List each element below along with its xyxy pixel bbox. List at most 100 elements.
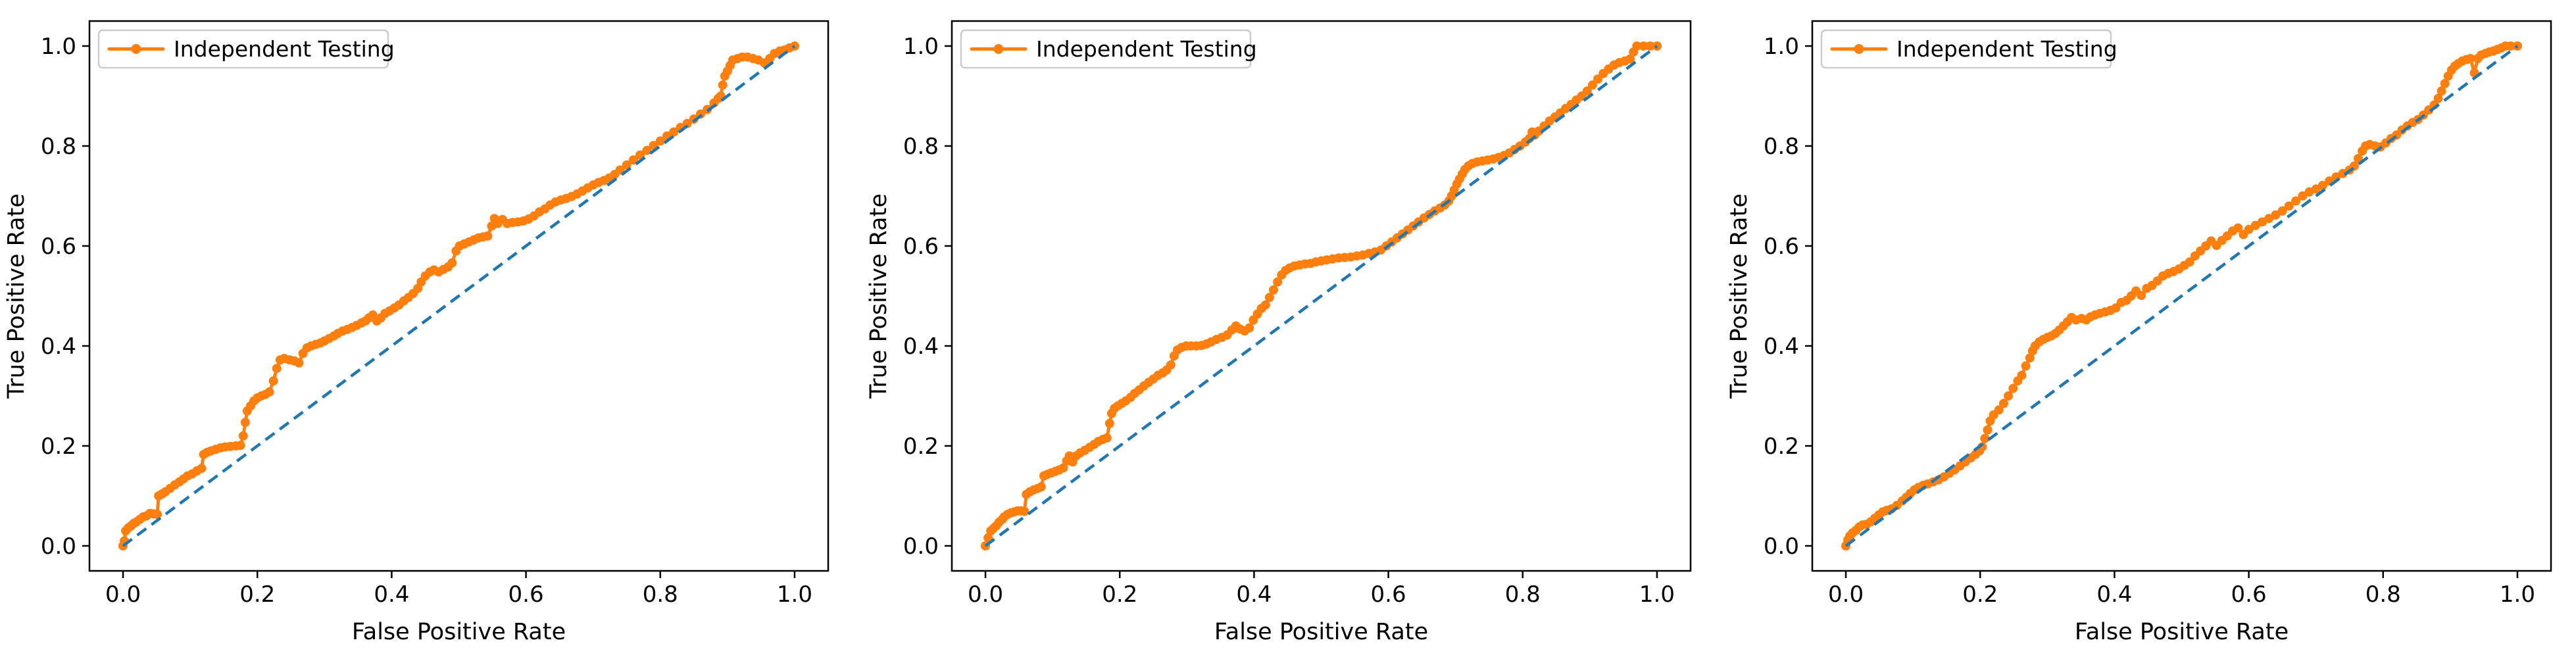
y-tick-label: 0.2 bbox=[1764, 433, 1799, 460]
data-point-marker bbox=[2298, 191, 2308, 201]
y-tick-label: 0.6 bbox=[1764, 233, 1799, 260]
data-point-marker bbox=[238, 431, 248, 441]
x-tick-label: 0.8 bbox=[643, 581, 678, 608]
data-point-marker bbox=[197, 464, 207, 474]
data-point-marker bbox=[655, 136, 665, 146]
y-tick-label: 0.2 bbox=[903, 433, 939, 460]
data-point-marker bbox=[669, 127, 679, 137]
data-point-marker bbox=[2506, 41, 2515, 51]
x-tick-label: 1.0 bbox=[1639, 581, 1675, 608]
y-tick-label: 0.6 bbox=[41, 233, 76, 260]
axes-frame bbox=[951, 20, 1692, 572]
data-point-marker bbox=[2465, 54, 2475, 63]
data-point-marker bbox=[2433, 93, 2443, 103]
data-point-marker bbox=[642, 145, 652, 155]
roc-plot-panel-1: 0.0 0.2 0.4 0.6 0.8 1.0 0.0 0.2 0.4 0.6 0.8 1.0 Fals… bbox=[0, 0, 859, 659]
data-point-marker bbox=[2277, 206, 2287, 216]
data-point-marker bbox=[1264, 293, 1274, 303]
data-point-marker bbox=[2004, 391, 2014, 401]
data-point-marker bbox=[2017, 370, 2027, 380]
y-tick-label: 1.0 bbox=[41, 34, 76, 60]
x-axis-label: False Positive Rate bbox=[1214, 619, 1428, 645]
data-point-marker bbox=[2291, 196, 2301, 206]
roc-chart-2: 0.0 0.2 0.4 0.6 0.8 1.0 0.0 0.2 0.4 0.6 0.8 1.0 Fals… bbox=[866, 20, 1692, 645]
legend-sample-marker-icon bbox=[993, 44, 1004, 54]
axes-frame bbox=[1811, 20, 2552, 572]
data-point-marker bbox=[268, 376, 278, 386]
y-axis-label: True Positive Rate bbox=[3, 193, 30, 399]
data-point-marker bbox=[240, 418, 250, 427]
legend-box bbox=[960, 29, 1252, 69]
x-tick-label: 1.0 bbox=[777, 581, 812, 608]
data-point-marker bbox=[1645, 41, 1655, 51]
roc-plot-panel-3: 0.0 0.2 0.4 0.6 0.8 1.0 0.0 0.2 0.4 0.6 0.8 1.0 Fals… bbox=[1718, 0, 2576, 659]
data-point-marker bbox=[1245, 323, 1254, 333]
data-point-marker bbox=[2233, 223, 2243, 233]
chance-diagonal-line bbox=[122, 45, 796, 547]
data-point-marker bbox=[235, 441, 245, 451]
data-point-marker bbox=[1999, 399, 2008, 408]
roc-plot-panel-2: 0.0 0.2 0.4 0.6 0.8 1.0 0.0 0.2 0.4 0.6 0.8 1.0 Fals… bbox=[859, 0, 1718, 659]
y-tick-label: 0.4 bbox=[41, 333, 76, 360]
data-point-marker bbox=[153, 510, 162, 520]
y-tick-label: 0.8 bbox=[41, 134, 76, 160]
data-point-marker bbox=[447, 258, 457, 268]
x-tick-label: 0.4 bbox=[2096, 581, 2132, 608]
data-point-marker bbox=[2008, 383, 2018, 393]
data-point-marker bbox=[1020, 506, 1029, 516]
x-tick-label: 0.2 bbox=[1962, 581, 1998, 608]
y-tick-label: 0.2 bbox=[41, 433, 76, 460]
chance-diagonal-line bbox=[984, 45, 1658, 547]
data-point-marker bbox=[272, 364, 282, 374]
data-point-marker bbox=[615, 165, 625, 175]
data-point-marker bbox=[1632, 41, 1642, 51]
x-tick-label: 0.0 bbox=[1828, 581, 1864, 608]
data-point-marker bbox=[635, 150, 645, 160]
y-tick-label: 0.4 bbox=[903, 333, 939, 360]
data-point-marker bbox=[1639, 41, 1648, 51]
x-axis-label: False Positive Rate bbox=[352, 619, 566, 645]
data-point-marker bbox=[2185, 257, 2194, 267]
data-point-marker bbox=[718, 80, 728, 90]
data-point-marker bbox=[2437, 86, 2446, 96]
data-point-marker bbox=[2354, 154, 2363, 163]
data-point-marker bbox=[2271, 210, 2281, 220]
legend-label: Independent Testing bbox=[1036, 36, 1257, 62]
roc-chart-3: 0.0 0.2 0.4 0.6 0.8 1.0 0.0 0.2 0.4 0.6 0.8 1.0 Fals… bbox=[1726, 20, 2552, 645]
data-point-marker bbox=[622, 160, 632, 170]
data-point-marker bbox=[1260, 300, 1270, 310]
data-point-marker bbox=[689, 114, 699, 124]
y-axis-label: True Positive Rate bbox=[866, 193, 892, 399]
data-point-marker bbox=[2025, 353, 2035, 363]
x-tick-label: 0.4 bbox=[374, 581, 409, 608]
legend-label: Independent Testing bbox=[174, 36, 395, 62]
data-point-marker bbox=[1980, 433, 1990, 443]
data-point-marker bbox=[2137, 291, 2146, 301]
x-tick-label: 0.0 bbox=[105, 581, 141, 608]
data-point-marker bbox=[1104, 418, 1114, 428]
data-point-marker bbox=[264, 387, 274, 397]
data-point-marker bbox=[1582, 86, 1592, 96]
y-tick-label: 0.6 bbox=[903, 233, 939, 260]
data-point-marker bbox=[2317, 181, 2327, 190]
data-point-marker bbox=[1983, 425, 1993, 435]
x-tick-label: 1.0 bbox=[2500, 581, 2535, 608]
data-point-marker bbox=[2244, 224, 2254, 234]
axes-frame bbox=[88, 20, 830, 572]
legend-box bbox=[97, 29, 389, 69]
legend-box bbox=[1820, 29, 2112, 69]
x-tick-label: 0.8 bbox=[2365, 581, 2401, 608]
x-tick-label: 0.6 bbox=[1371, 581, 1406, 608]
data-point-marker bbox=[628, 155, 638, 165]
y-tick-label: 0.0 bbox=[1764, 533, 1799, 560]
roc-chart-1: 0.0 0.2 0.4 0.6 0.8 1.0 0.0 0.2 0.4 0.6 0.8 1.0 Fals… bbox=[3, 20, 830, 645]
data-point-marker bbox=[2440, 79, 2450, 88]
y-axis-label: True Positive Rate bbox=[1726, 193, 1752, 399]
y-tick-label: 0.0 bbox=[41, 533, 76, 560]
y-tick-label: 0.8 bbox=[903, 134, 939, 160]
x-tick-label: 0.6 bbox=[508, 581, 544, 608]
y-tick-label: 0.4 bbox=[1764, 333, 1799, 360]
legend-sample-marker-icon bbox=[1854, 44, 1864, 54]
x-tick-label: 0.0 bbox=[968, 581, 1003, 608]
